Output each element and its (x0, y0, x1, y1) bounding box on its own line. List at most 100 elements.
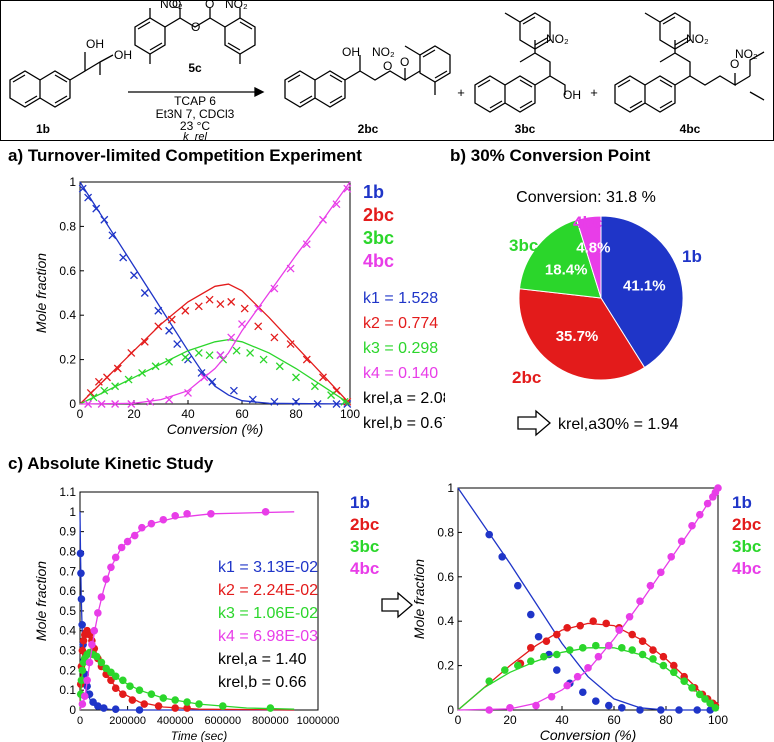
data-point-1b (130, 271, 138, 280)
y-tick-label: 0 (69, 397, 76, 411)
data-point-1b (78, 620, 86, 629)
data-point-4bc (319, 215, 327, 224)
y-axis-label: Mole fraction (33, 253, 49, 333)
x-tick-label: 60 (607, 713, 621, 727)
data-point-3bc (688, 684, 696, 692)
data-point-3bc (165, 357, 174, 366)
data-point-2bc (79, 636, 88, 645)
data-point-3bc (340, 397, 349, 406)
data-point-2bc (181, 306, 190, 315)
open-arrow-icon (381, 591, 413, 619)
data-point-4bc (261, 508, 270, 516)
data-point-4bc (238, 320, 246, 329)
o-label: O (730, 57, 739, 71)
o-label: O (191, 20, 200, 34)
data-point-1b (332, 400, 341, 408)
data-point-4bc (146, 397, 155, 406)
chart-a: 0 20 40 60 80 100 0 0.2 0.4 0.6 0.8 1 Conversion (%)… (33, 175, 360, 437)
data-point-3bc (659, 661, 668, 670)
data-point-3bc (183, 698, 191, 706)
legend-item-2bc: 2bc (350, 515, 379, 534)
data-point-1b (100, 704, 108, 712)
data-point-1b (94, 702, 102, 710)
chart-c2: 0 20 40 60 80 100 0 0.2 0.4 0.6 0.8 1 Conversion (%)… (411, 481, 728, 742)
pie-slice-1b (600, 215, 684, 369)
panel-c-title: c) Absolute Kinetic Study (8, 454, 214, 473)
data-point-4bc (332, 200, 341, 209)
data-point-3bc (266, 704, 275, 712)
data-point-4bc (97, 593, 106, 601)
data-point-1b (618, 703, 626, 712)
data-point-4bc (343, 184, 352, 193)
data-point-3bc (275, 362, 284, 371)
data-point-1b (248, 395, 257, 404)
data-point-1b (657, 706, 665, 714)
compound-label-1b: 1b (36, 122, 50, 136)
data-point-4bc (127, 400, 136, 408)
constant-k2: k2 = 2.24E-02 (218, 582, 318, 599)
data-point-4bc (703, 499, 712, 508)
no2-label: NO₂ (225, 0, 248, 11)
data-point-3bc (540, 652, 548, 661)
no2-label: NO₂ (546, 32, 569, 46)
data-point-4bc (102, 575, 110, 583)
no2-label: NO₂ (686, 32, 709, 46)
legend-item-1b: 1b (732, 493, 752, 512)
condition-1: TCAP 6 (174, 94, 216, 108)
data-point-4bc (688, 521, 696, 530)
pie-value-4bc: 4.8% (576, 240, 610, 257)
x-tick-label: 60 (235, 407, 249, 421)
legend-a: 1b 2bc 3bc 4bc k1 = 1.528 k2 = 0.774 k3 … (363, 182, 445, 432)
data-point-3bc (670, 668, 678, 677)
fit-line-3bc (457, 647, 719, 711)
data-point-2bc (140, 700, 149, 708)
data-point-4bc (165, 395, 174, 404)
data-point-3bc (124, 375, 133, 384)
data-point-3bc (126, 682, 134, 691)
fit-line-1b (457, 487, 718, 711)
legend-item-3bc: 3bc (363, 228, 394, 248)
y-tick-label: 0.8 (437, 525, 454, 539)
data-point-4bc (657, 568, 665, 577)
legend-c2: 1b 2bc 3bc 4bc (732, 493, 761, 578)
data-point-4bc (107, 563, 115, 572)
data-point-3bc (100, 386, 109, 395)
no2-label: NO₂ (160, 0, 183, 11)
y-tick-label: 0.4 (59, 308, 76, 322)
constant-k1: k1 = 3.13E-02 (218, 559, 318, 576)
data-point-3bc (205, 351, 214, 360)
data-point-3bc (680, 677, 688, 685)
data-point-3bc (97, 658, 106, 667)
constant-k4: k4 = 0.140 (363, 365, 438, 382)
data-point-1b (636, 706, 644, 714)
x-tick-label: 400000 (157, 715, 194, 727)
data-point-2bc (670, 661, 678, 670)
data-point-2bc (103, 373, 111, 382)
y-tick-label: 0.6 (59, 584, 76, 598)
data-point-2bc (216, 300, 225, 309)
data-point-2bc (111, 684, 120, 692)
x-tick-label: 20 (127, 407, 141, 421)
data-point-3bc (92, 652, 101, 661)
constant-k2: k2 = 0.774 (363, 315, 438, 332)
data-point-4bc (714, 484, 722, 492)
data-point-4bc (547, 692, 556, 701)
data-point-3bc (566, 646, 574, 654)
data-point-2bc (553, 630, 561, 639)
data-point-1b (605, 701, 613, 710)
y-tick-label: 0.4 (59, 624, 76, 638)
data-point-2bc (649, 646, 657, 654)
structure-5c (134, 8, 256, 64)
data-point-1b (498, 553, 506, 561)
data-point-3bc (89, 393, 98, 402)
data-point-2bc (527, 644, 535, 652)
data-point-1b (693, 706, 701, 714)
data-point-1b (579, 688, 587, 697)
constant-k4: k4 = 6.98E-03 (218, 628, 318, 645)
pie-value-1b: 41.1% (623, 278, 666, 295)
pie-chart: 41.1% 35.7% 18.4% 4.8% (518, 215, 684, 381)
compound-label-4bc: 4bc (680, 122, 701, 136)
data-point-1b (119, 253, 128, 262)
structure-4bc (614, 12, 765, 113)
data-point-4bc (696, 510, 704, 519)
